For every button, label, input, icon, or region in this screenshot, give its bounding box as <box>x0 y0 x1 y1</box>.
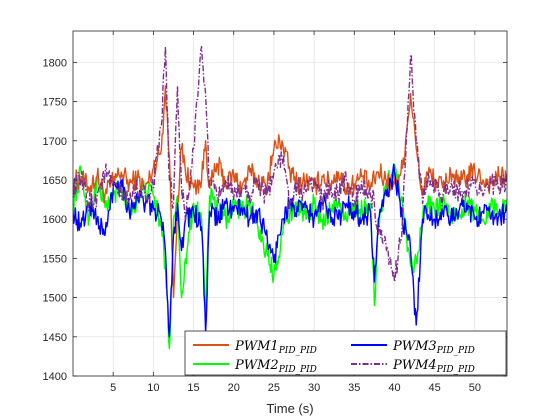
x-tick-label: 25 <box>268 382 280 394</box>
series-line-pwm4 <box>73 46 507 283</box>
y-tick-label: 1800 <box>43 57 67 69</box>
x-tick-label: 15 <box>187 382 199 394</box>
x-tick-label: 10 <box>147 382 159 394</box>
legend-subscript: PID_PID <box>436 346 475 356</box>
legend-subscript: PID_PID <box>436 365 475 375</box>
x-tick-label: 5 <box>110 382 116 394</box>
x-tick-label: 20 <box>228 382 240 394</box>
x-axis-label: Time (s) <box>266 401 313 416</box>
y-tick-label: 1700 <box>43 136 67 148</box>
y-tick-label: 1450 <box>43 332 67 344</box>
x-tick-label: 45 <box>429 382 441 394</box>
legend-subscript: PID_PID <box>278 346 317 356</box>
y-tick-label: 1550 <box>43 253 67 265</box>
y-tick-label: 1400 <box>43 371 67 383</box>
x-tick-label: 40 <box>388 382 400 394</box>
ticks: 5 10 15 20 25 30 35 40 45 50 1400 1450 1500 1550 1600 1… <box>43 31 507 394</box>
legend-subscript: PID_PID <box>278 365 317 375</box>
y-tick-label: 1750 <box>43 97 67 109</box>
y-tick-label: 1500 <box>43 293 67 305</box>
legend-box <box>184 330 507 376</box>
x-tick-label: 35 <box>348 382 360 394</box>
plot-frame <box>72 30 508 377</box>
series-layer <box>73 46 507 350</box>
legend: PWM1PID_PIDPWM2PID_PIDPWM3PID_PIDPWM4PID… <box>184 330 507 376</box>
y-tick-label: 1600 <box>43 214 67 226</box>
x-tick-label: 50 <box>469 382 481 394</box>
x-tick-label: 30 <box>308 382 320 394</box>
y-tick-label: 1650 <box>43 175 67 187</box>
